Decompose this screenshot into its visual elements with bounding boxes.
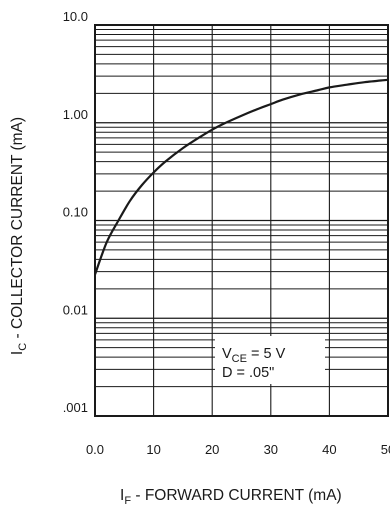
y-tick-label: 10.0 bbox=[63, 9, 88, 24]
series-line bbox=[93, 78, 389, 275]
x-tick-label: 30 bbox=[264, 442, 278, 457]
annotation-box bbox=[215, 336, 325, 384]
y-axis-title: IC - COLLECTOR CURRENT (mA) bbox=[9, 117, 29, 355]
y-tick-labels: .001 0.01 0.10 1.00 10.0 bbox=[63, 9, 88, 415]
x-tick-labels: 0.0 10 20 30 40 50 bbox=[86, 442, 390, 457]
annotation-vce: VCE = 5 V bbox=[222, 346, 286, 365]
plot-frame bbox=[94, 24, 389, 417]
x-axis-title: IF - FORWARD CURRENT (mA) bbox=[120, 487, 342, 507]
y-tick-label: 0.10 bbox=[63, 205, 88, 220]
x-tick-label: 20 bbox=[205, 442, 219, 457]
y-tick-label: 0.01 bbox=[63, 302, 88, 317]
x-tick-label: 10 bbox=[146, 442, 160, 457]
x-tick-label: 40 bbox=[322, 442, 336, 457]
x-tick-label: 0.0 bbox=[86, 442, 104, 457]
y-tick-label: 1.00 bbox=[63, 107, 88, 122]
y-tick-label: .001 bbox=[63, 400, 88, 415]
annotation-d: D = .05" bbox=[222, 365, 274, 381]
x-tick-label: 50 bbox=[381, 442, 390, 457]
